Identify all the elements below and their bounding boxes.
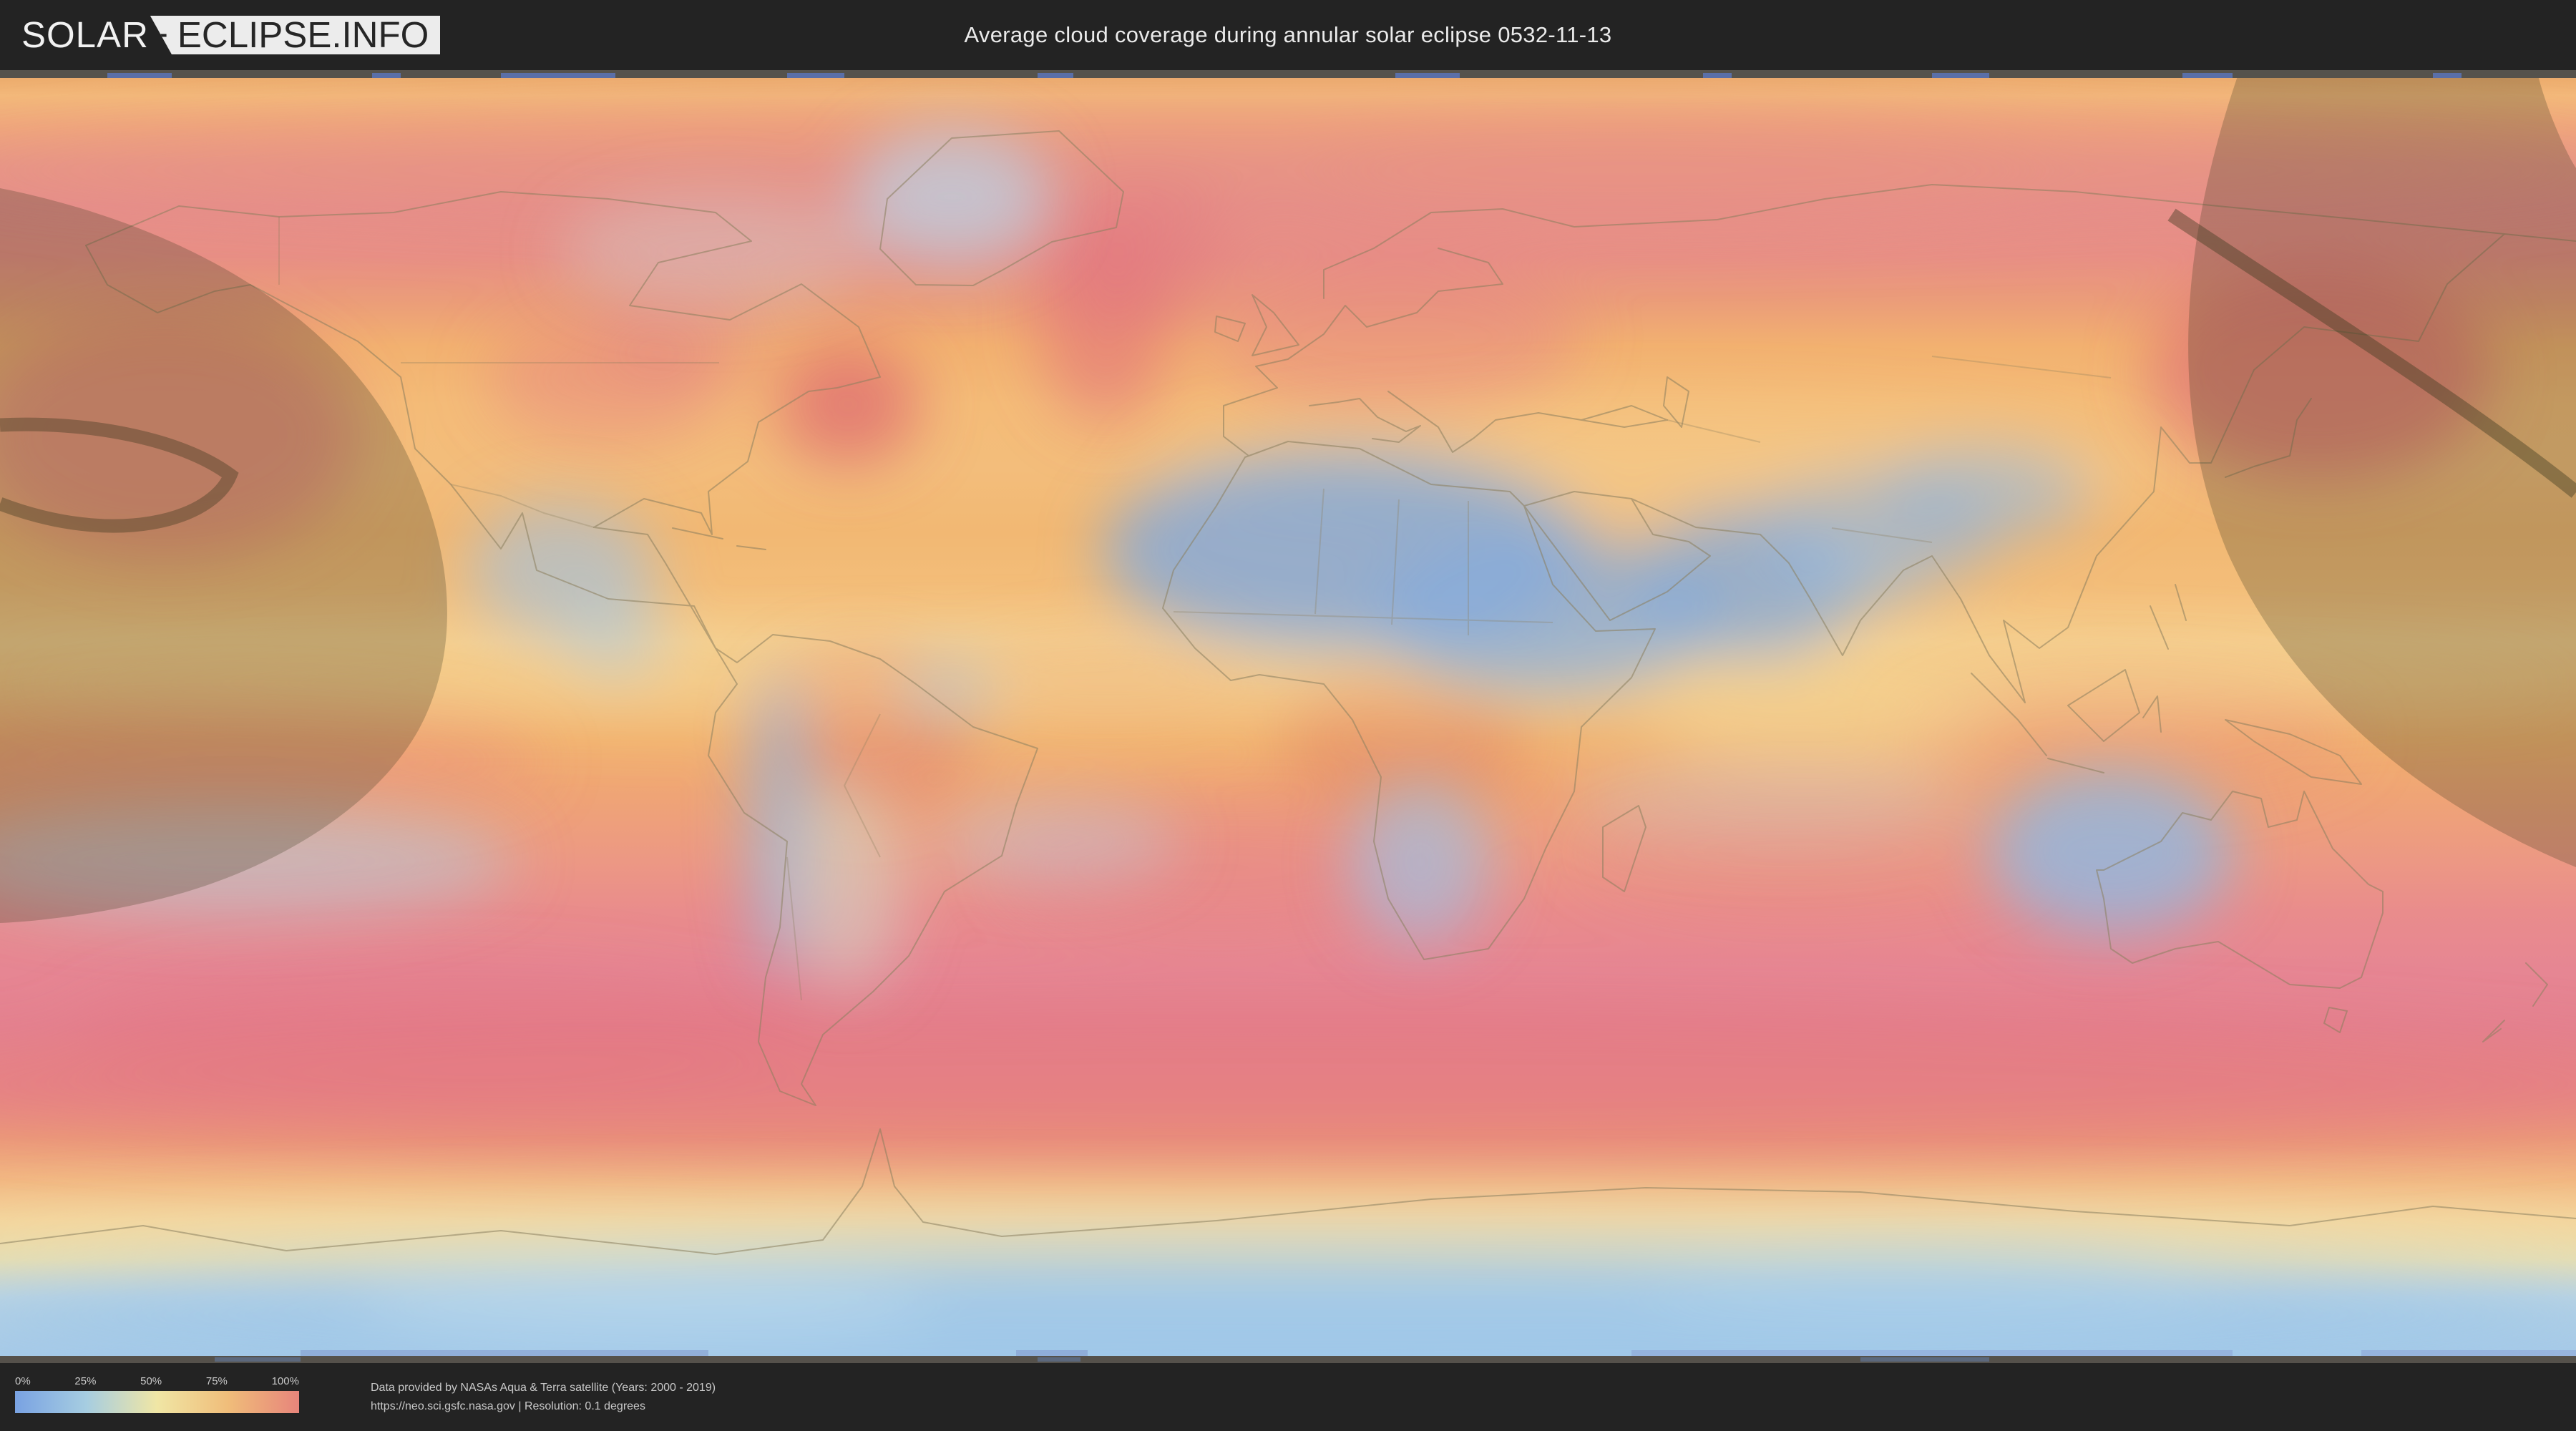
footer: 0% 25% 50% 75% 100% Data provided by NAS…	[0, 1363, 2576, 1431]
cloud-coverage-heatmap-svg	[0, 70, 2576, 1356]
world-cloud-map	[0, 70, 2576, 1356]
legend-tick-100: 100%	[271, 1375, 299, 1387]
eclipse-penumbra-west	[0, 188, 447, 923]
eclipse-annularity-path-east	[2167, 208, 2576, 498]
data-attribution: Data provided by NASAs Aqua & Terra sate…	[371, 1379, 716, 1416]
legend-tick-50: 50%	[140, 1375, 162, 1387]
map-top-strip	[0, 70, 2576, 78]
legend-tick-25: 25%	[74, 1375, 97, 1387]
logo-separator: -	[155, 12, 168, 53]
legend-gradient-bar	[15, 1391, 299, 1413]
continent-borders	[0, 130, 2576, 1255]
logo-prefix: SOLAR	[21, 14, 149, 55]
page-title: Average cloud coverage during annular so…	[964, 22, 1612, 47]
logo-box: - ECLIPSE.INFO	[150, 12, 441, 55]
attribution-line-1: Data provided by NASAs Aqua & Terra sate…	[371, 1382, 716, 1394]
legend-tick-75: 75%	[205, 1375, 228, 1387]
high-cloud-regions	[0, 106, 2576, 1163]
logo-suffix: ECLIPSE.INFO	[177, 14, 429, 55]
low-cloud-regions	[0, 129, 2576, 1356]
legend-tick-labels: 0% 25% 50% 75% 100%	[15, 1375, 299, 1387]
eclipse-penumbra-east	[2188, 70, 2576, 867]
map-footer-separator	[0, 1356, 2576, 1363]
attribution-line-2: https://neo.sci.gsfc.nasa.gov | Resoluti…	[371, 1400, 645, 1412]
legend-tick-0: 0%	[15, 1375, 31, 1387]
header: SOLAR - ECLIPSE.INFO Average cloud cover…	[0, 0, 2576, 70]
map-bottom-strip	[301, 1350, 2576, 1356]
cloud-coverage-legend: 0% 25% 50% 75% 100%	[15, 1375, 299, 1413]
site-logo[interactable]: SOLAR - ECLIPSE.INFO	[21, 12, 441, 55]
eclipse-overlays	[0, 70, 2576, 923]
eclipse-annularity-path-west	[0, 417, 239, 533]
country-borders-inner	[278, 217, 2112, 1001]
